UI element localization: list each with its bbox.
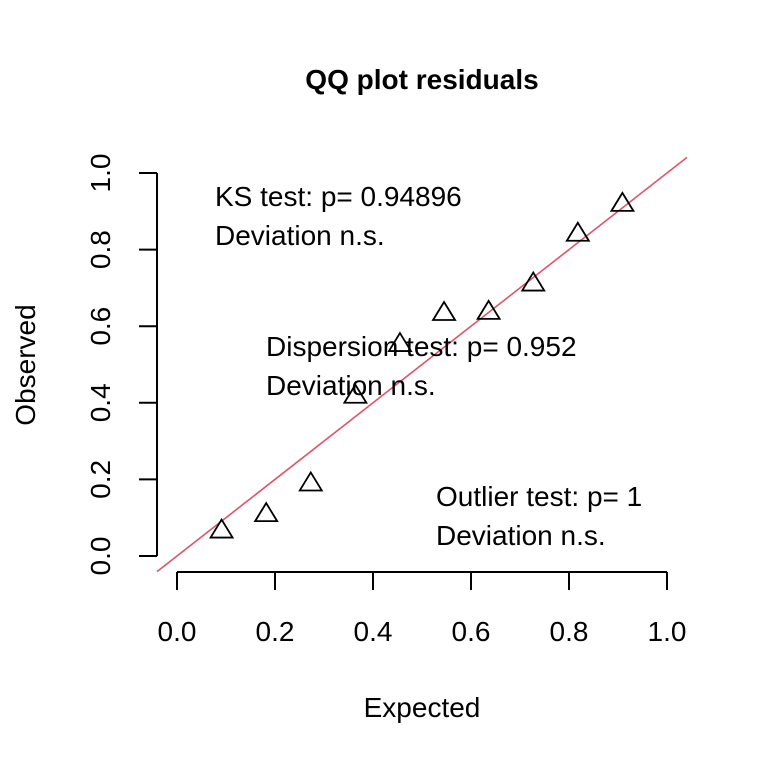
y-tick-label: 0.0	[85, 537, 116, 576]
outlier-test-annotation: Outlier test: p= 1 Deviation n.s.	[436, 481, 642, 551]
chart-title: QQ plot residuals	[305, 64, 538, 95]
y-axis-title: Observed	[10, 304, 41, 425]
data-point	[609, 191, 636, 212]
data-point	[565, 221, 591, 242]
dispersion-test-annotation: Dispersion test: p= 0.952 Deviation n.s.	[266, 331, 577, 401]
data-point	[342, 383, 368, 404]
y-tick-label: 0.8	[85, 230, 116, 269]
x-axis-ticks: 0.0 0.2 0.4 0.6 0.8 1.0	[158, 572, 687, 647]
data-point	[253, 501, 279, 523]
x-tick-label: 1.0	[648, 616, 687, 647]
ks-test-annotation: KS test: p= 0.94896 Deviation n.s.	[215, 181, 462, 251]
x-tick-label: 0.4	[354, 616, 393, 647]
y-tick-label: 0.2	[85, 460, 116, 499]
x-tick-label: 0.8	[550, 616, 589, 647]
y-tick-label: 0.4	[85, 383, 116, 422]
x-tick-label: 0.6	[452, 616, 491, 647]
ks-test-line-2: Deviation n.s.	[215, 220, 385, 251]
y-axis-ticks: 0.0 0.2 0.4 0.6 0.8 1.0	[85, 154, 157, 576]
outlier-test-line-1: Outlier test: p= 1	[436, 481, 642, 512]
x-axis-title: Expected	[364, 692, 481, 723]
data-points	[208, 191, 636, 539]
x-tick-label: 0.0	[158, 616, 197, 647]
reference-line	[156, 156, 688, 573]
y-tick-label: 1.0	[85, 154, 116, 193]
dispersion-test-line-1: Dispersion test: p= 0.952	[266, 331, 577, 362]
data-point	[476, 299, 502, 320]
data-point	[298, 470, 324, 492]
data-point	[431, 300, 457, 321]
dispersion-test-line-2: Deviation n.s.	[266, 370, 436, 401]
ks-test-line-1: KS test: p= 0.94896	[215, 181, 462, 212]
data-point	[520, 270, 546, 292]
outlier-test-line-2: Deviation n.s.	[436, 520, 606, 551]
data-point	[387, 331, 413, 352]
x-tick-label: 0.2	[256, 616, 295, 647]
data-point	[208, 517, 235, 539]
y-tick-label: 0.6	[85, 307, 116, 346]
